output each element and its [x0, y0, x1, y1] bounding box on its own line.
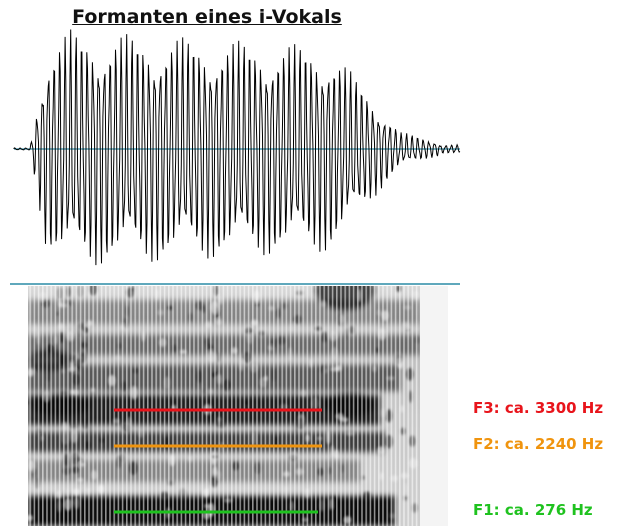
spectrogram-striations [28, 286, 428, 526]
f3-label: F3: ca. 3300 Hz [473, 399, 604, 417]
spectrogram-silence [420, 286, 448, 526]
waveform-trace [13, 29, 461, 266]
f1-label: F1: ca. 276 Hz [473, 501, 593, 519]
f2-label: F2: ca. 2240 Hz [473, 435, 604, 453]
spectrogram [28, 286, 448, 526]
waveform-oscillogram [12, 29, 461, 282]
figure-title: Formanten eines i-Vokals [72, 6, 342, 28]
